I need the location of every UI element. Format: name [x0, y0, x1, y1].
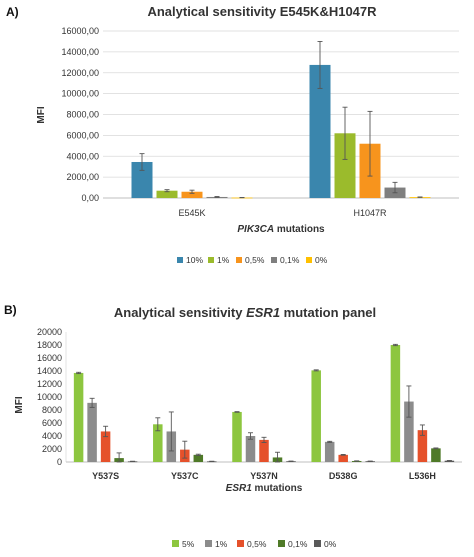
bar-y537n-05 — [259, 439, 269, 462]
legend-label: 0,1% — [280, 255, 300, 265]
bar-l536h-1 — [404, 401, 414, 462]
bar-e545k-05 — [181, 191, 203, 198]
legend-label: 0% — [315, 255, 328, 265]
y-tick-label: 8000,00 — [66, 110, 99, 120]
y-tick-label: 10000,00 — [61, 89, 99, 99]
y-tick-label: 4000,00 — [66, 151, 99, 161]
y-tick-label: 16000,00 — [61, 26, 99, 36]
legend-label: 5% — [182, 539, 195, 549]
y-tick-label: 18000 — [37, 340, 62, 350]
x-category-label: Y537C — [171, 471, 199, 481]
chart-title: Analytical sensitivity ESR1 mutation pan… — [114, 305, 376, 320]
y-tick-label: 14000 — [37, 366, 62, 376]
panel-label: A) — [6, 5, 19, 19]
y-tick-label: 14000,00 — [61, 47, 99, 57]
y-tick-label: 12000,00 — [61, 68, 99, 78]
bar-h1047r-10 — [309, 64, 331, 198]
x-axis-title-part: ESR1 — [226, 483, 253, 494]
bar-y537c-01 — [193, 454, 204, 462]
y-tick-label: 8000 — [42, 405, 62, 415]
chart-title-part: mutation panel — [280, 305, 376, 320]
y-tick-label: 0 — [57, 457, 62, 467]
x-axis-title: ESR1 mutations — [226, 483, 303, 494]
chart-title: Analytical sensitivity E545K&H1047R — [147, 4, 377, 19]
legend-swatch — [271, 257, 277, 263]
legend-swatch — [278, 540, 285, 547]
y-tick-label: 20000 — [37, 327, 62, 337]
legend-label: 0,5% — [245, 255, 265, 265]
legend-label: 10% — [186, 255, 203, 265]
bar-y537s-05 — [100, 431, 111, 462]
legend-label: 1% — [215, 539, 228, 549]
x-category-label: H1047R — [353, 208, 387, 218]
legend-swatch — [208, 257, 214, 263]
x-axis-title-part: mutations — [252, 483, 303, 494]
y-tick-label: 6000,00 — [66, 130, 99, 140]
bar-d538g-5 — [311, 370, 321, 462]
legend-label: 1% — [217, 255, 230, 265]
x-axis-title-part: PIK3CA — [237, 224, 274, 235]
legend-swatch — [314, 540, 321, 547]
bar-l536h-0 — [444, 460, 455, 462]
y-tick-label: 10000 — [37, 392, 62, 402]
chart-title-part: Analytical sensitivity — [114, 305, 246, 320]
bar-h1047r-1 — [334, 133, 356, 198]
bar-y537s-5 — [73, 372, 84, 462]
bar-e545k-10 — [131, 161, 153, 198]
legend-label: 0,5% — [247, 539, 267, 549]
y-tick-label: 4000 — [42, 431, 62, 441]
y-axis-title: MFI — [14, 396, 25, 413]
bar-e545k-1 — [156, 190, 178, 198]
bar-y537n-1 — [245, 436, 256, 462]
legend-label: 0,1% — [288, 539, 308, 549]
x-category-label: L536H — [409, 471, 436, 481]
x-category-label: Y537N — [250, 471, 278, 481]
legend-label: 0% — [324, 539, 337, 549]
legend-swatch — [177, 257, 183, 263]
x-axis-title: PIK3CA mutations — [237, 224, 325, 235]
bar-y537s-1 — [87, 402, 97, 462]
bar-d538g-1 — [324, 441, 335, 462]
bar-l536h-5 — [390, 345, 401, 462]
bar-y537c-5 — [153, 424, 163, 462]
panel-label: B) — [4, 303, 17, 317]
legend-swatch — [205, 540, 212, 547]
y-tick-label: 2000,00 — [66, 172, 99, 182]
legend-swatch — [306, 257, 312, 263]
bar-y537n-5 — [232, 411, 242, 462]
y-axis-title: MFI — [36, 106, 47, 123]
y-tick-label: 2000 — [42, 444, 62, 454]
bar-l536h-05 — [417, 430, 428, 462]
y-tick-label: 12000 — [37, 379, 62, 389]
y-tick-label: 6000 — [42, 418, 62, 428]
x-axis-title-part: mutations — [274, 224, 325, 235]
legend-swatch — [236, 257, 242, 263]
chart-title-part: Analytical sensitivity E545K&H1047R — [147, 4, 377, 19]
legend-swatch — [172, 540, 179, 547]
bar-d538g-05 — [338, 454, 348, 462]
x-category-label: D538G — [329, 471, 358, 481]
x-category-label: E545K — [178, 208, 205, 218]
y-tick-label: 16000 — [37, 353, 62, 363]
legend-swatch — [237, 540, 244, 547]
bar-l536h-01 — [431, 448, 441, 462]
chart-title-part: ESR1 — [246, 305, 280, 320]
x-category-label: Y537S — [92, 471, 119, 481]
y-tick-label: 0,00 — [81, 193, 99, 203]
